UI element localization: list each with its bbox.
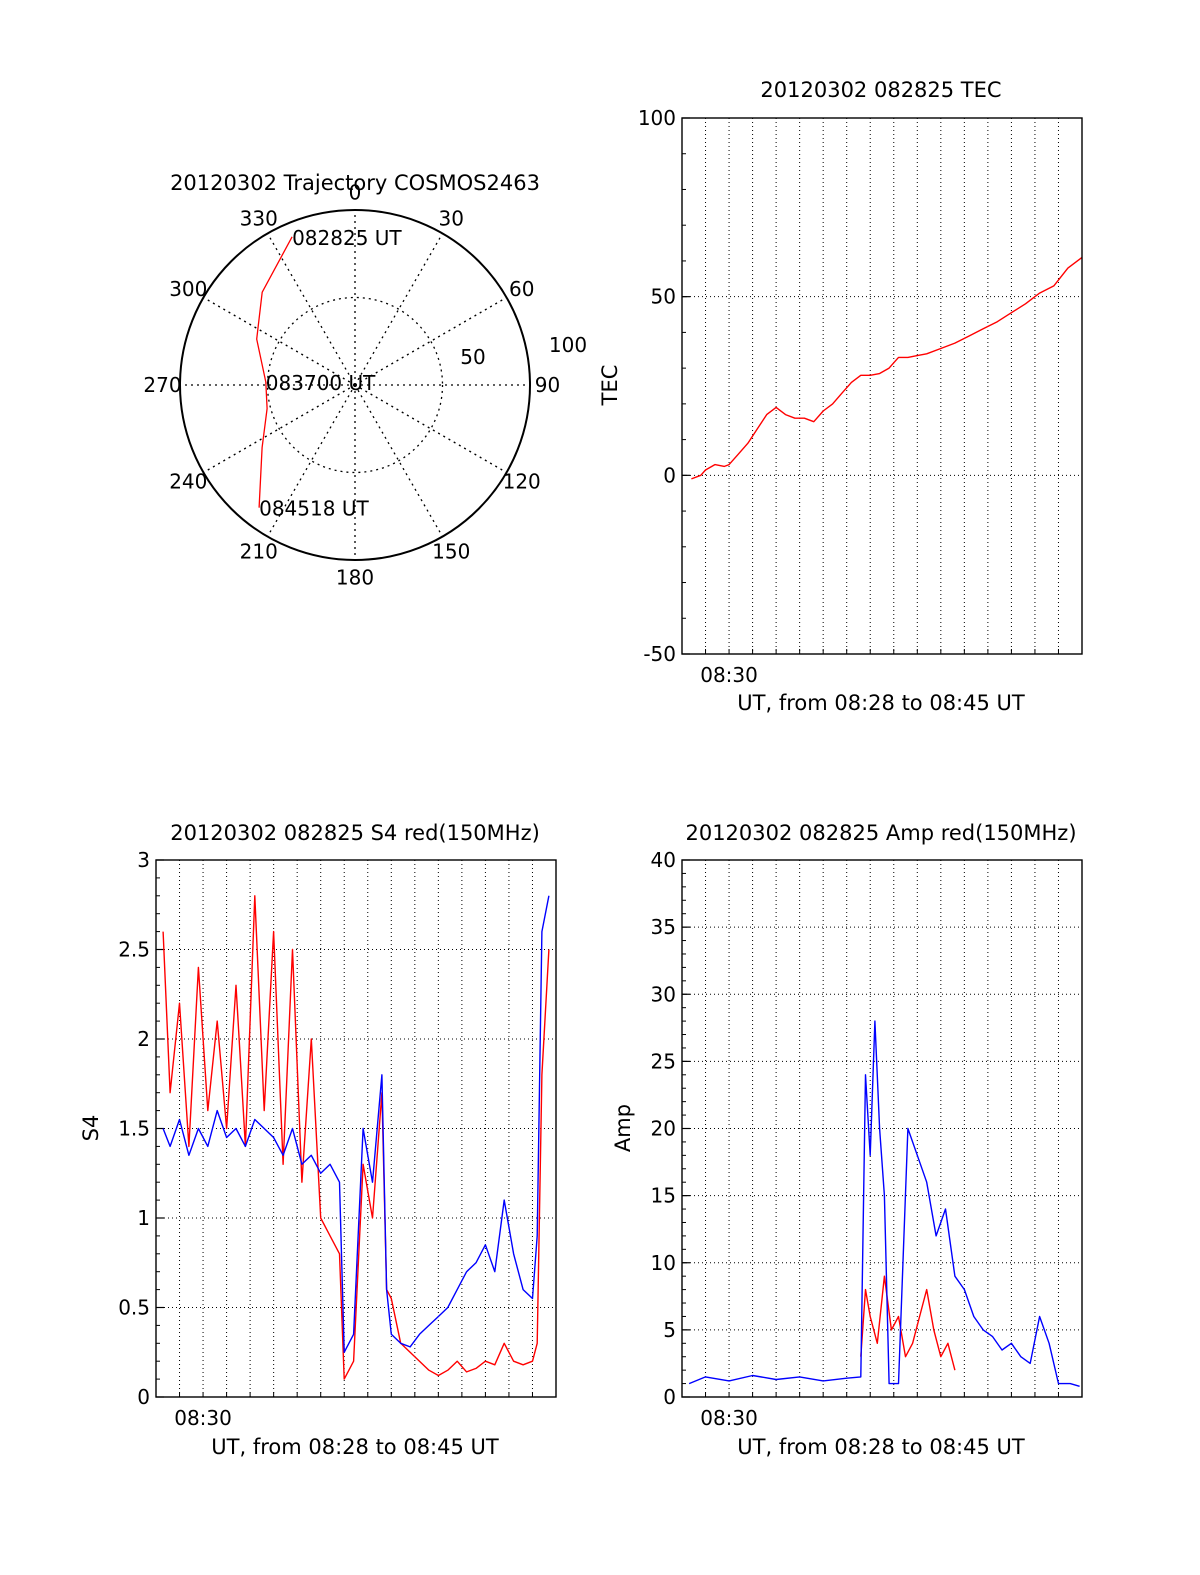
trajectory-time-label: 082825 UT <box>292 226 402 250</box>
polar-outer-ring <box>179 209 531 561</box>
y-tick-label: 50 <box>651 285 676 309</box>
polar-spoke <box>354 384 444 537</box>
plot-frame <box>681 859 1083 1398</box>
y-tick-label: 15 <box>651 1184 676 1208</box>
series-line-red <box>162 895 550 1380</box>
polar-ring-50 <box>266 296 444 474</box>
y-tick-label: 40 <box>651 848 676 872</box>
plot-frame <box>155 859 557 1398</box>
trajectory-polar-plot: 20120302 Trajectory COSMOS2463 0 30 60 90 12… <box>143 171 587 590</box>
s4-y-label: S4 <box>79 1115 103 1142</box>
plot-frame <box>681 117 1083 655</box>
polar-angle-label: 270 <box>143 373 181 397</box>
amp-title: 20120302 082825 Amp red(150MHz) <box>685 821 1076 845</box>
s4-plot: 20120302 082825 S4 red(150MHz) UT, from … <box>79 821 557 1459</box>
amp-x-label: UT, from 08:28 to 08:45 UT <box>737 1435 1025 1459</box>
y-tick-label: 2.5 <box>118 938 150 962</box>
y-tick-label: 20 <box>651 1117 676 1141</box>
y-tick-label: 0 <box>663 1385 676 1409</box>
y-tick-label: 25 <box>651 1049 676 1073</box>
polar-spoke <box>354 384 507 474</box>
polar-radius-label: 100 <box>549 333 587 357</box>
y-tick-label: 1.5 <box>118 1117 150 1141</box>
y-tick-label: 100 <box>638 106 676 130</box>
polar-spoke <box>203 384 356 474</box>
polar-spoke <box>266 233 356 386</box>
x-tick-label: 08:30 <box>700 663 758 687</box>
polar-spoke <box>354 296 507 386</box>
polar-angle-label: 0 <box>349 181 362 205</box>
y-tick-label: 2 <box>137 1027 150 1051</box>
series-line-blue <box>688 1020 1080 1387</box>
tec-title: 20120302 082825 TEC <box>760 78 1001 102</box>
y-tick-label: 0.5 <box>118 1296 150 1320</box>
polar-angle-label: 60 <box>509 277 534 301</box>
trajectory-track <box>256 236 293 508</box>
y-tick-label: 30 <box>651 982 676 1006</box>
polar-angle-label: 180 <box>336 566 374 590</box>
y-tick-label: -50 <box>643 642 676 666</box>
polar-spoke <box>266 384 356 537</box>
polar-angle-label: 90 <box>535 373 560 397</box>
trajectory-time-label: 084518 UT <box>259 497 369 521</box>
series-line-blue <box>162 895 550 1353</box>
polar-angle-label: 300 <box>169 277 207 301</box>
y-tick-label: 1 <box>137 1206 150 1230</box>
polar-angle-label: 240 <box>169 469 207 493</box>
polar-angle-label: 330 <box>240 206 278 230</box>
x-tick-label: 08:30 <box>174 1406 232 1430</box>
y-tick-label: 0 <box>137 1385 150 1409</box>
y-tick-label: 0 <box>663 463 676 487</box>
y-tick-label: 5 <box>663 1318 676 1342</box>
series-line-red <box>860 1275 956 1371</box>
tec-y-label: TEC <box>598 365 622 407</box>
polar-angle-label: 150 <box>432 540 470 564</box>
s4-title: 20120302 082825 S4 red(150MHz) <box>170 821 540 845</box>
amp-y-label: Amp <box>611 1104 635 1152</box>
polar-angle-label: 120 <box>503 469 541 493</box>
y-tick-label: 35 <box>651 915 676 939</box>
polar-angle-label: 30 <box>439 206 464 230</box>
s4-x-label: UT, from 08:28 to 08:45 UT <box>211 1435 499 1459</box>
y-tick-label: 3 <box>137 848 150 872</box>
polar-angle-label: 210 <box>240 540 278 564</box>
y-tick-label: 10 <box>651 1251 676 1275</box>
polar-radius-label: 50 <box>460 345 485 369</box>
x-tick-label: 08:30 <box>700 1406 758 1430</box>
trajectory-time-label: 083700 UT <box>266 371 376 395</box>
amp-plot: 20120302 082825 Amp red(150MHz) UT, from… <box>611 821 1083 1459</box>
tec-x-label: UT, from 08:28 to 08:45 UT <box>737 691 1025 715</box>
polar-spoke <box>354 233 444 386</box>
series-line-red <box>691 256 1083 480</box>
polar-spoke <box>203 296 356 386</box>
trajectory-title: 20120302 Trajectory COSMOS2463 <box>170 171 540 195</box>
tec-plot: 20120302 082825 TEC UT, from 08:28 to 08… <box>598 78 1083 715</box>
